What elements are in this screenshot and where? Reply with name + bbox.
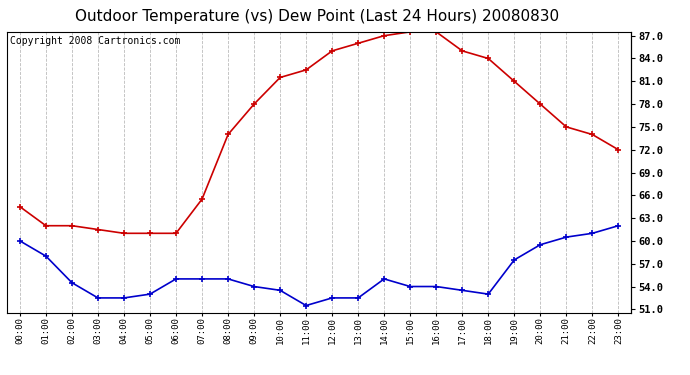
Text: Outdoor Temperature (vs) Dew Point (Last 24 Hours) 20080830: Outdoor Temperature (vs) Dew Point (Last… <box>75 9 560 24</box>
Text: Copyright 2008 Cartronics.com: Copyright 2008 Cartronics.com <box>10 36 180 46</box>
